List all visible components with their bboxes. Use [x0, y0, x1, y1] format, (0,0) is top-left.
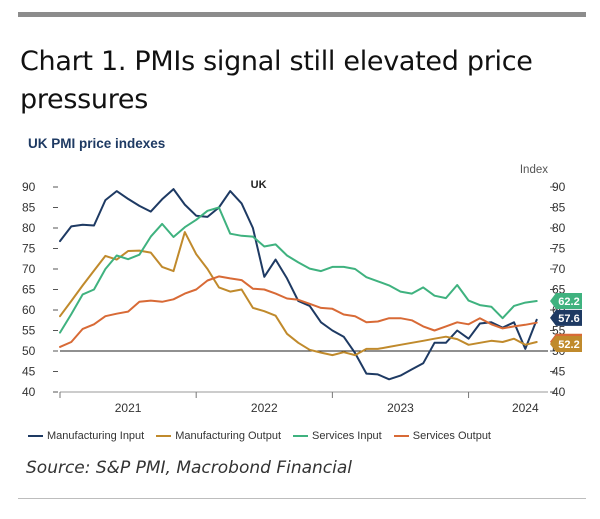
region-annotation: UK — [251, 179, 267, 191]
end-value-tag-manufacturing-input — [550, 309, 582, 326]
end-value-label-manufacturing-input: 57.6 — [558, 313, 579, 325]
y-tick-label-left: 40 — [22, 385, 36, 399]
y-tick-label-right: 90 — [552, 180, 566, 194]
y-tick-label-left: 85 — [22, 201, 36, 215]
legend-item-services-input: Services Input — [293, 430, 382, 442]
legend-swatch — [393, 435, 409, 437]
legend-swatch — [156, 435, 172, 437]
y-tick-label-left: 65 — [22, 283, 36, 297]
legend-label: Manufacturing Output — [175, 430, 282, 442]
y-tick-label-left: 70 — [22, 262, 36, 276]
legend-item-manufacturing-input: Manufacturing Input — [28, 430, 144, 442]
end-value-label-services-input: 62.2 — [558, 296, 579, 308]
legend-label: Manufacturing Input — [47, 430, 145, 442]
y-tick-label-left: 50 — [22, 344, 36, 358]
end-value-label-manufacturing-output: 52.2 — [558, 339, 579, 351]
chart-title: UK PMI price indexes — [28, 136, 166, 151]
source-note: Source: S&P PMI, Macrobond Financial — [26, 458, 352, 478]
headline: Chart 1. PMIs signal still elevated pric… — [20, 46, 533, 115]
y-tick-label-left: 55 — [22, 324, 36, 338]
y-tick-label-right: 45 — [552, 365, 566, 379]
chart-legend: Manufacturing Input Manufacturing Output S… — [28, 430, 491, 442]
chart-plot: 4040454550505555606065657070757580808585… — [22, 164, 582, 415]
x-tick-label: 2023 — [387, 401, 414, 415]
legend-item-manufacturing-output: Manufacturing Output — [156, 430, 281, 442]
series-line-manufacturing-input — [59, 188, 538, 381]
top-rule — [18, 12, 586, 17]
bottom-rule — [18, 498, 586, 499]
y-tick-label-right: 80 — [552, 221, 566, 235]
series-line-services-output — [59, 275, 538, 348]
y-tick-label-left: 60 — [22, 303, 36, 317]
end-value-tag-services-input — [550, 292, 582, 309]
series-line-manufacturing-output — [59, 231, 538, 357]
x-tick-label: 2022 — [251, 401, 278, 415]
series-line-services-input — [59, 206, 538, 334]
end-value-tag-manufacturing-output — [550, 335, 582, 352]
y-tick-label-left: 75 — [22, 242, 36, 256]
y-axis-label: Index — [520, 164, 548, 176]
legend-item-services-output: Services Output — [393, 430, 491, 442]
x-tick-label: 2024 — [512, 401, 539, 415]
x-tick-label: 2021 — [115, 401, 142, 415]
legend-label: Services Input — [312, 430, 382, 442]
y-tick-label-right: 75 — [552, 242, 566, 256]
y-tick-label-right: 40 — [552, 385, 566, 399]
legend-label: Services Output — [412, 430, 491, 442]
y-tick-label-left: 90 — [22, 180, 36, 194]
legend-swatch — [28, 435, 43, 437]
y-tick-label-right: 70 — [552, 262, 566, 276]
y-tick-label-right: 85 — [552, 201, 566, 215]
y-tick-label-left: 80 — [22, 221, 36, 235]
y-tick-label-left: 45 — [22, 365, 36, 379]
chart-panel: UK PMI price indexes 4040454550505555606… — [18, 128, 586, 450]
legend-swatch — [293, 435, 309, 437]
